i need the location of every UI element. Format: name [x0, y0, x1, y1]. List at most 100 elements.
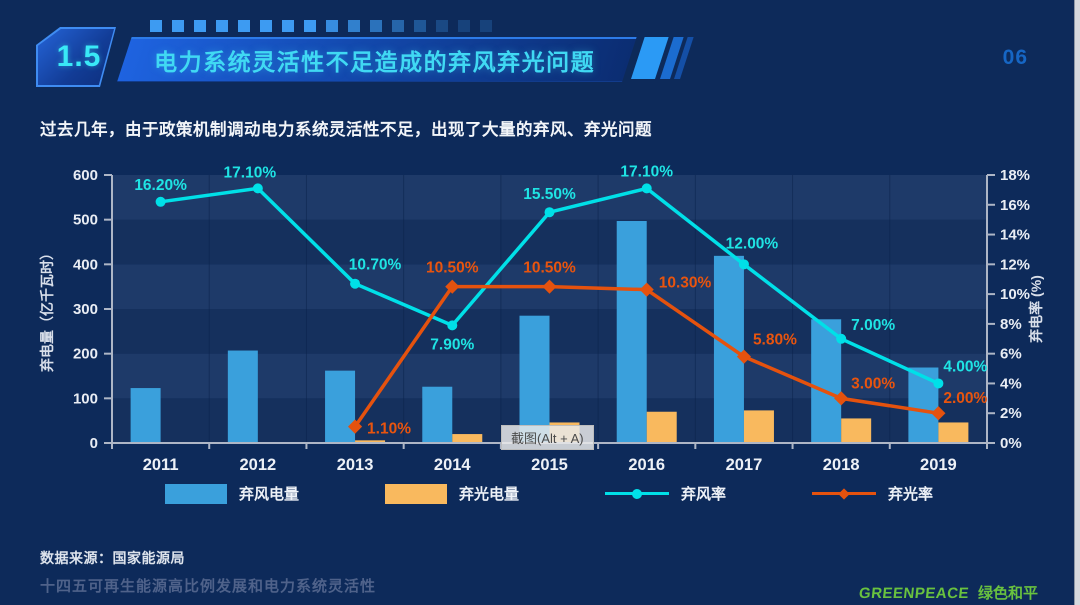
svg-text:2019: 2019	[920, 456, 957, 474]
data-label-弃光率-2013: 1.10%	[367, 421, 411, 438]
legend-item-弃光电量: 弃光电量	[384, 483, 519, 504]
svg-text:4%: 4%	[1000, 375, 1022, 392]
data-label-弃风率-2015: 15.50%	[523, 186, 576, 203]
marker-circle-icon	[933, 378, 944, 389]
page-number: 06	[1002, 46, 1028, 69]
svg-text:200: 200	[73, 346, 98, 363]
marker-diamond-icon	[639, 282, 654, 297]
svg-text:2014: 2014	[434, 456, 472, 474]
svg-text:0: 0	[90, 435, 98, 452]
marker-diamond-icon	[736, 349, 752, 364]
svg-text:400: 400	[73, 256, 98, 273]
svg-text:2016: 2016	[628, 456, 665, 474]
decorative-square	[194, 20, 206, 32]
bar-弃光电量-2017	[743, 410, 774, 443]
data-label-弃光率-2016: 10.30%	[659, 275, 712, 292]
svg-text:6%: 6%	[1000, 346, 1022, 363]
legend-item-弃光率: 弃光率	[812, 483, 933, 504]
data-label-弃光率-2014: 10.50%	[426, 260, 479, 277]
svg-text:2012: 2012	[239, 456, 276, 474]
legend-item-弃风率: 弃风率	[605, 483, 726, 504]
svg-text:600: 600	[73, 167, 98, 184]
svg-text:16%: 16%	[1000, 197, 1030, 214]
data-label-弃风率-2019: 4.00%	[943, 358, 987, 375]
data-label-弃光率-2017: 5.80%	[753, 332, 797, 349]
x-axis-labels: 2011 2012 2013 2014 2015 2016 2017 2018 2019	[111, 443, 988, 474]
decorative-square	[414, 20, 426, 32]
decorative-square	[260, 20, 272, 32]
window-edge-scrollbar[interactable]	[1074, 0, 1080, 605]
decorative-square	[238, 20, 250, 32]
line-series-弃风率: 16.20% 17.10% 10.70% 7.90% 15.50% 17.10% 12.00…	[134, 163, 988, 389]
greenpeace-logo: GREENPEACE 绿色和平	[858, 582, 1038, 603]
data-label-弃风率-2017: 12.00%	[726, 235, 779, 252]
page-title: 电力系统灵活性不足造成的弃风弃光问题	[154, 49, 596, 75]
svg-text:300: 300	[73, 301, 98, 318]
subtitle: 过去几年，由于政策机制调动电力系统灵活性不足，出现了大量的弃风、弃光问题	[40, 121, 652, 139]
bar-series-弃风电量	[130, 221, 939, 443]
marker-circle-icon	[544, 207, 555, 218]
section-badge-inner: 1.5	[38, 29, 114, 85]
data-label-弃风率-2011: 16.20%	[134, 177, 187, 194]
data-source: 数据来源：国家能源局	[40, 550, 185, 566]
line-series-弃光率: 1.10% 10.50% 10.50% 10.30% 5.80% 3.00% 2.00%	[347, 260, 988, 438]
svg-text:2%: 2%	[1000, 405, 1022, 422]
legend-label: 弃光率	[888, 486, 934, 503]
right-axis-ticks: 0% 2% 4% 6% 8% 10% 12% 14% 16% 18%	[987, 167, 1030, 452]
data-label-弃光率-2019: 2.00%	[943, 390, 987, 407]
svg-text:0%: 0%	[1000, 435, 1022, 452]
svg-text:2013: 2013	[337, 456, 374, 474]
svg-text:10%: 10%	[1000, 286, 1030, 303]
decorative-square	[172, 20, 184, 32]
marker-diamond-icon	[931, 406, 946, 421]
marker-circle-icon	[641, 183, 652, 194]
bar-弃光电量-2019	[938, 422, 969, 443]
bar-弃风电量-2019	[908, 367, 939, 443]
decorative-square	[326, 20, 338, 32]
legend-bar-swatch-icon	[164, 483, 227, 504]
bar-弃风电量-2018	[811, 319, 842, 443]
decorative-square	[150, 20, 162, 32]
svg-text:2018: 2018	[823, 456, 860, 474]
bar-弃光电量-2018	[841, 418, 872, 443]
bar-弃风电量-2014	[422, 386, 453, 443]
title-bar: 电力系统灵活性不足造成的弃风弃光问题	[117, 37, 694, 82]
marker-circle-icon	[155, 196, 166, 207]
data-label-弃光率-2018: 3.00%	[851, 375, 895, 392]
bar-弃光电量-2016	[646, 411, 677, 443]
decorative-square	[216, 20, 228, 32]
svg-text:2015: 2015	[531, 456, 568, 474]
chart-legend: 弃风电量 弃光电量 弃风率 弃光率	[110, 483, 988, 504]
right-axis-title: 弃电率 (%)	[1028, 275, 1044, 344]
svg-text:100: 100	[73, 390, 98, 407]
svg-text:2017: 2017	[726, 456, 763, 474]
marker-diamond-icon	[445, 279, 460, 294]
svg-text:500: 500	[73, 212, 98, 229]
bar-弃风电量-2011	[130, 388, 161, 443]
bar-弃风电量-2013	[325, 370, 356, 443]
data-label-弃风率-2012: 17.10%	[224, 164, 277, 181]
decorative-square	[304, 20, 316, 32]
marker-diamond-icon	[347, 419, 363, 434]
greenpeace-logo-cn: 绿色和平	[977, 585, 1038, 602]
data-label-弃风率-2016: 17.10%	[620, 163, 673, 180]
bar-弃光电量-2013	[355, 440, 386, 443]
section-number: 1.5	[56, 40, 102, 73]
legend-label: 弃光电量	[458, 486, 519, 503]
legend-item-弃风电量: 弃风电量	[164, 483, 299, 504]
legend-line-swatch-icon	[605, 484, 669, 504]
greenpeace-logo-en: GREENPEACE	[858, 585, 970, 602]
data-label-弃光率-2015: 10.50%	[523, 260, 576, 277]
curtailment-combo-chart: 0 100 200 300 400 500 600 0% 2% 4% 6% 8% 10% 12% 14% 16…	[39, 163, 1044, 474]
marker-circle-icon	[447, 320, 458, 331]
legend-label: 弃风电量	[238, 486, 299, 503]
section-badge: 1.5	[36, 27, 116, 87]
decorative-square	[436, 20, 448, 32]
marker-circle-icon	[350, 278, 361, 289]
bar-弃风电量-2016	[616, 221, 647, 443]
legend-line-swatch-icon	[812, 484, 877, 504]
bar-series-弃光电量	[355, 410, 969, 443]
decorative-square	[348, 20, 360, 32]
marker-diamond-icon	[542, 279, 557, 294]
svg-text:18%: 18%	[1000, 167, 1030, 184]
